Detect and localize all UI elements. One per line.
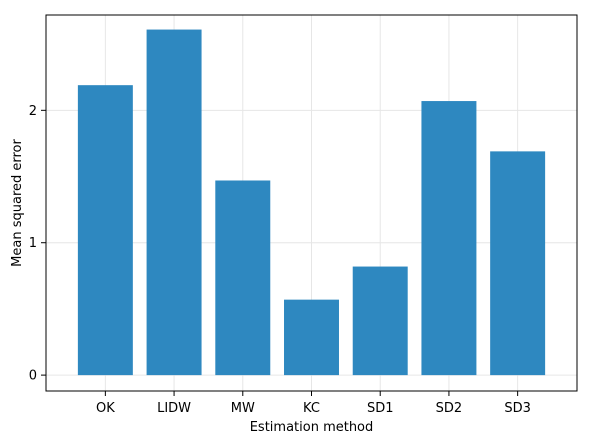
x-tick-label-sd3: SD3 — [504, 401, 531, 416]
y-axis-ticks: 0 1 2 — [29, 104, 46, 384]
y-tick-label: 1 — [29, 236, 37, 251]
bar-kc — [284, 299, 339, 376]
x-tick-label-mw: MW — [231, 401, 255, 416]
x-tick-label-lidw: LIDW — [157, 401, 191, 416]
y-tick-label: 0 — [29, 369, 37, 384]
bars — [77, 29, 546, 376]
x-tick-label-kc: KC — [303, 401, 320, 416]
y-tick-label: 2 — [29, 104, 37, 119]
bar-sd3 — [490, 151, 546, 376]
x-tick-label-ok: OK — [96, 401, 115, 416]
x-tick-label-sd1: SD1 — [367, 401, 394, 416]
bar-mw — [215, 180, 271, 376]
x-tick-label-sd2: SD2 — [436, 401, 463, 416]
x-axis-label: Estimation method — [250, 420, 374, 435]
bar-sd2 — [421, 101, 477, 376]
x-axis-ticks: OK LIDW MW KC SD1 SD2 SD3 — [96, 391, 531, 416]
bar-sd1 — [352, 266, 408, 376]
bar-lidw — [146, 29, 202, 376]
bar-ok — [77, 85, 133, 376]
y-axis-label: Mean squared error — [10, 139, 25, 267]
